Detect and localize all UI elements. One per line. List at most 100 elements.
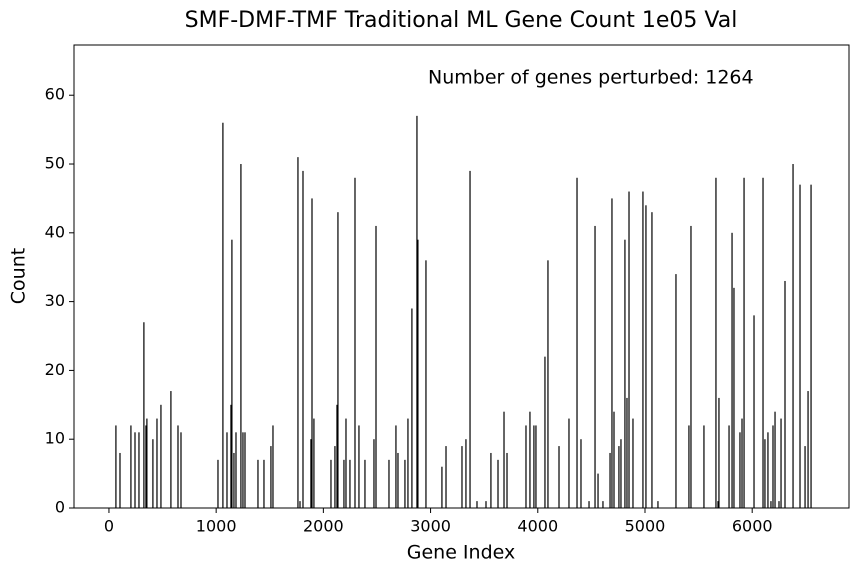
- bar: [558, 446, 560, 508]
- bar: [337, 212, 339, 508]
- bar: [778, 501, 780, 508]
- x-tick-label: 4000: [517, 517, 558, 536]
- bar: [397, 452, 399, 508]
- bar: [349, 459, 351, 508]
- bar: [784, 280, 786, 508]
- bar: [231, 239, 233, 508]
- bar: [240, 164, 242, 509]
- bar: [416, 115, 418, 509]
- bar: [143, 322, 145, 508]
- bar: [490, 452, 492, 508]
- bar: [602, 501, 604, 508]
- bar: [767, 432, 769, 508]
- bar: [156, 418, 158, 508]
- bar: [733, 287, 735, 508]
- bar: [130, 425, 132, 508]
- bar: [465, 439, 467, 508]
- bar: [354, 177, 356, 509]
- bar: [417, 239, 419, 508]
- bar: [115, 425, 117, 508]
- bar: [780, 418, 782, 508]
- y-tick-label: 20: [45, 360, 65, 379]
- bar: [741, 418, 743, 508]
- bar: [651, 212, 653, 508]
- bar: [395, 425, 397, 508]
- bar: [152, 439, 154, 508]
- bar: [764, 439, 766, 508]
- bar: [588, 501, 590, 508]
- bar: [772, 425, 774, 508]
- bar: [597, 473, 599, 508]
- bar: [146, 418, 148, 508]
- bar: [138, 432, 140, 508]
- bar: [799, 184, 801, 509]
- y-tick-label: 40: [45, 222, 65, 241]
- bar: [626, 397, 628, 508]
- bar: [613, 411, 615, 508]
- bar: [180, 432, 182, 508]
- bar: [810, 184, 812, 509]
- bar: [632, 418, 634, 508]
- bar: [242, 432, 244, 508]
- bar: [485, 501, 487, 508]
- bar: [774, 411, 776, 508]
- bar: [336, 404, 338, 508]
- bar: [343, 459, 345, 508]
- bar: [576, 177, 578, 509]
- bar: [525, 425, 527, 508]
- bar: [311, 198, 313, 508]
- bar: [594, 225, 596, 508]
- bar: [743, 177, 745, 509]
- bar: [358, 425, 360, 508]
- bar: [233, 452, 235, 508]
- bar: [580, 439, 582, 508]
- bar: [731, 232, 733, 508]
- bar: [690, 225, 692, 508]
- bar: [461, 446, 463, 508]
- bar: [715, 177, 717, 509]
- bar: [222, 122, 224, 509]
- bar: [770, 501, 772, 508]
- bar: [645, 205, 647, 508]
- bar: [657, 501, 659, 508]
- bar: [226, 432, 228, 508]
- bar: [620, 439, 622, 508]
- x-tick-label: 3000: [410, 517, 451, 536]
- bar: [334, 446, 336, 508]
- bar: [753, 315, 755, 508]
- x-tick-label: 5000: [625, 517, 666, 536]
- bar: [230, 404, 232, 508]
- bar: [792, 164, 794, 509]
- bar: [718, 397, 720, 508]
- bar: [728, 425, 730, 508]
- x-tick-label: 2000: [303, 517, 344, 536]
- bar: [544, 356, 546, 508]
- bar: [177, 425, 179, 508]
- bar: [388, 459, 390, 508]
- y-tick-label: 30: [45, 291, 65, 310]
- bar: [503, 411, 505, 508]
- y-tick-label: 50: [45, 154, 65, 173]
- bar: [762, 177, 764, 509]
- bar: [497, 459, 499, 508]
- bar: [310, 439, 312, 508]
- bar: [611, 198, 613, 508]
- bar: [160, 404, 162, 508]
- bar: [441, 466, 443, 508]
- bar: [299, 501, 301, 508]
- bar: [235, 432, 237, 508]
- bar: [257, 459, 259, 508]
- x-axis-label: Gene Index: [407, 542, 516, 564]
- bar: [529, 411, 531, 508]
- bar: [404, 459, 406, 508]
- y-tick-label: 0: [55, 498, 65, 517]
- bar: [425, 260, 427, 508]
- bar: [688, 425, 690, 508]
- y-axis-label: Count: [8, 248, 30, 304]
- bar: [119, 452, 121, 508]
- bar: [407, 418, 409, 508]
- bar: [217, 459, 219, 508]
- bar: [618, 446, 620, 508]
- x-tick-label: 6000: [732, 517, 773, 536]
